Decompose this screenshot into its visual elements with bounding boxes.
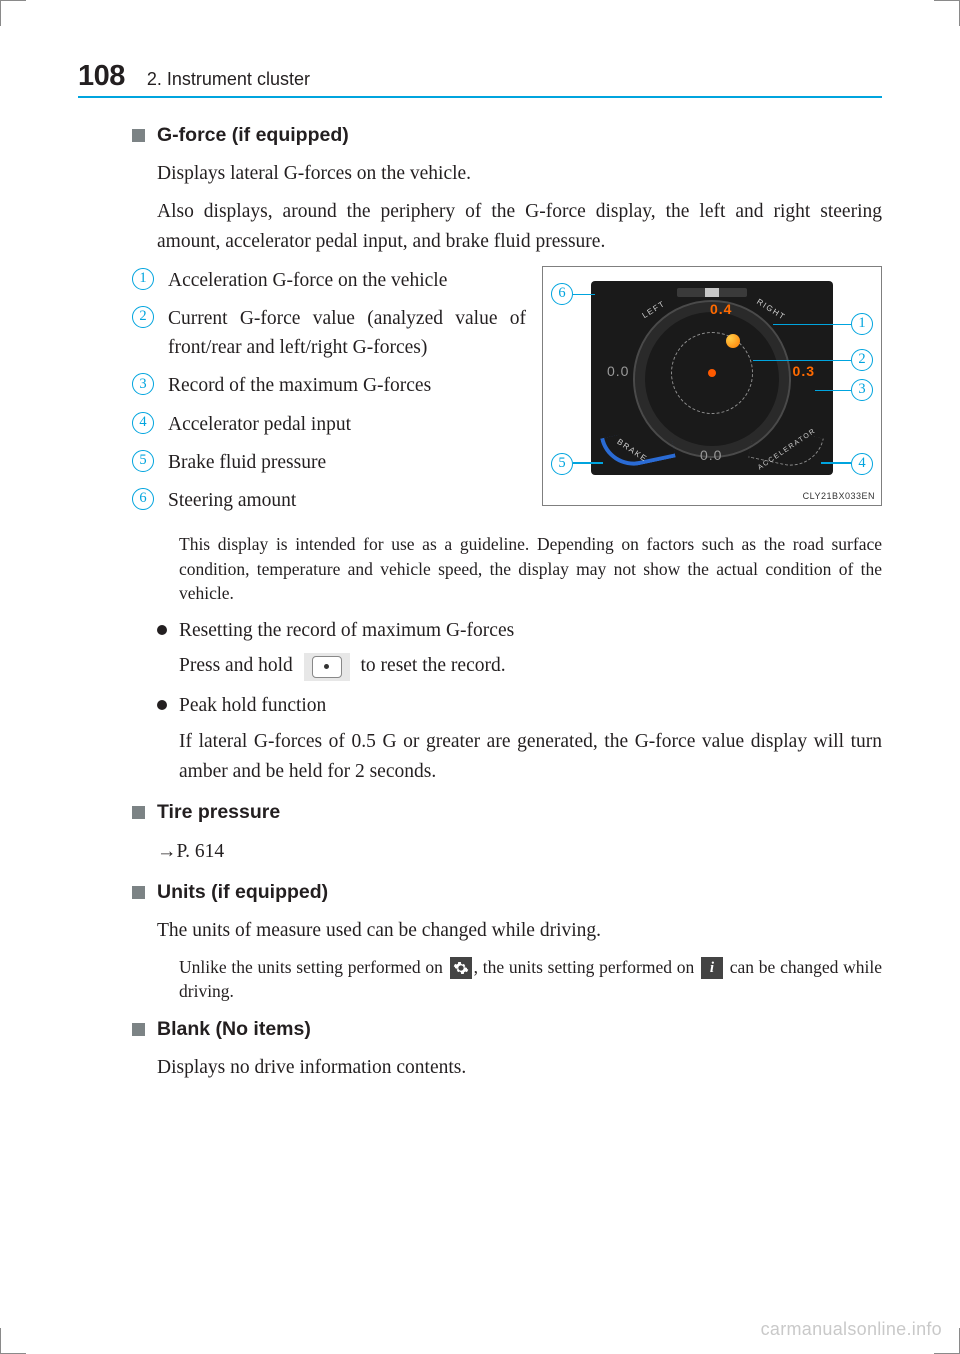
gauge-value-right: 0.3 <box>793 363 815 379</box>
callout-badge: 1 <box>851 313 873 335</box>
section-heading: Units (if equipped) <box>132 881 882 904</box>
callout-lead <box>573 294 595 295</box>
crop-mark <box>0 1328 26 1354</box>
text-mid: , the units setting performed on <box>474 957 699 977</box>
section-blank: Blank (No items) Displays no drive infor… <box>132 1018 882 1083</box>
text-pre: Press and hold <box>179 655 298 676</box>
numbered-list: 1 Acceleration G-force on the vehicle 2 … <box>132 266 526 525</box>
callout-badge: 3 <box>851 379 873 401</box>
gear-icon <box>450 957 472 979</box>
button-key-icon <box>304 653 350 681</box>
gauge-ball-icon <box>726 334 740 348</box>
note-text: Unlike the units setting performed on , … <box>132 955 882 1004</box>
list-item: 4 Accelerator pedal input <box>132 410 526 439</box>
watermark: carmanualsonline.info <box>761 1319 942 1340</box>
callout-badge: 4 <box>851 453 873 475</box>
bullet-icon <box>157 625 167 635</box>
list-text: Brake fluid pressure <box>168 448 526 477</box>
section-title: G-force (if equipped) <box>157 124 349 147</box>
number-badge-icon: 2 <box>132 306 154 328</box>
section-heading: Tire pressure <box>132 801 882 824</box>
paragraph: Displays lateral G-forces on the vehicle… <box>132 159 882 189</box>
chapter-title: 2. Instrument cluster <box>147 69 310 90</box>
list-text: Current G-force value (analyzed value of… <box>168 304 526 363</box>
number-badge-icon: 6 <box>132 488 154 510</box>
figure-code: CLY21BX033EN <box>803 491 875 501</box>
info-icon: i <box>701 957 723 979</box>
callout-lead <box>773 324 851 325</box>
crop-mark <box>934 0 960 26</box>
arrow-icon: → <box>157 840 177 862</box>
section-heading: G-force (if equipped) <box>132 124 882 147</box>
gauge-value-left: 0.0 <box>607 363 629 379</box>
bullet-subtext: Press and hold to reset the record. <box>132 651 882 681</box>
gforce-figure: 0.4 0.3 0.0 0.0 LEFT RIGHT BRAKE ACCELER… <box>542 266 882 506</box>
note-text: This display is intended for use as a gu… <box>132 532 882 606</box>
text-post: to reset the record. <box>361 655 506 676</box>
page-reference: →P. 614 <box>132 836 882 867</box>
callout-lead <box>815 390 851 391</box>
list-item: 5 Brake fluid pressure <box>132 448 526 477</box>
page-header: 108 2. Instrument cluster <box>78 60 882 98</box>
square-bullet-icon <box>132 806 145 819</box>
bullet-subtext: If lateral G-forces of 0.5 G or greater … <box>132 727 882 787</box>
crop-mark <box>0 0 26 26</box>
gauge-value-bottom: 0.0 <box>700 447 722 463</box>
callout-badge: 5 <box>551 453 573 475</box>
section-gforce: G-force (if equipped) Displays lateral G… <box>132 124 882 787</box>
ref-text: P. 614 <box>177 841 225 862</box>
callout-lead <box>753 360 851 361</box>
callout-lead <box>821 462 851 463</box>
steering-bar <box>677 288 747 297</box>
square-bullet-icon <box>132 886 145 899</box>
square-bullet-icon <box>132 129 145 142</box>
list-text: Steering amount <box>168 486 526 515</box>
number-badge-icon: 5 <box>132 450 154 472</box>
list-item: 1 Acceleration G-force on the vehicle <box>132 266 526 295</box>
page-number: 108 <box>78 60 125 93</box>
content: G-force (if equipped) Displays lateral G… <box>78 124 882 1083</box>
section-heading: Blank (No items) <box>132 1018 882 1041</box>
list-figure-row: 1 Acceleration G-force on the vehicle 2 … <box>132 266 882 525</box>
gauge-value-top: 0.4 <box>710 301 732 317</box>
section-title: Units (if equipped) <box>157 881 328 904</box>
number-badge-icon: 1 <box>132 268 154 290</box>
bullet-item: Resetting the record of maximum G-forces <box>132 616 882 645</box>
paragraph: Displays no drive information contents. <box>132 1053 882 1083</box>
figure-wrap: 0.4 0.3 0.0 0.0 LEFT RIGHT BRAKE ACCELER… <box>542 266 882 525</box>
number-badge-icon: 4 <box>132 412 154 434</box>
callout-badge: 2 <box>851 349 873 371</box>
bullet-title: Peak hold function <box>179 691 882 720</box>
section-title: Blank (No items) <box>157 1018 311 1041</box>
list-text: Record of the maximum G-forces <box>168 371 526 400</box>
bullet-title: Resetting the record of maximum G-forces <box>179 616 882 645</box>
list-item: 6 Steering amount <box>132 486 526 515</box>
callout-badge: 6 <box>551 283 573 305</box>
text-pre: Unlike the units setting performed on <box>179 957 448 977</box>
page: 108 2. Instrument cluster G-force (if eq… <box>0 0 960 1354</box>
paragraph: The units of measure used can be changed… <box>132 916 882 946</box>
bullet-icon <box>157 700 167 710</box>
square-bullet-icon <box>132 1023 145 1036</box>
bullet-item: Peak hold function <box>132 691 882 720</box>
list-text: Acceleration G-force on the vehicle <box>168 266 526 295</box>
list-item: 3 Record of the maximum G-forces <box>132 371 526 400</box>
section-title: Tire pressure <box>157 801 280 824</box>
number-badge-icon: 3 <box>132 373 154 395</box>
gauge-center-icon <box>708 369 716 377</box>
section-tire: Tire pressure →P. 614 <box>132 801 882 867</box>
section-units: Units (if equipped) The units of measure… <box>132 881 882 1004</box>
callout-lead <box>573 462 603 463</box>
list-item: 2 Current G-force value (analyzed value … <box>132 304 526 363</box>
list-text: Accelerator pedal input <box>168 410 526 439</box>
paragraph: Also displays, around the periphery of t… <box>132 197 882 257</box>
